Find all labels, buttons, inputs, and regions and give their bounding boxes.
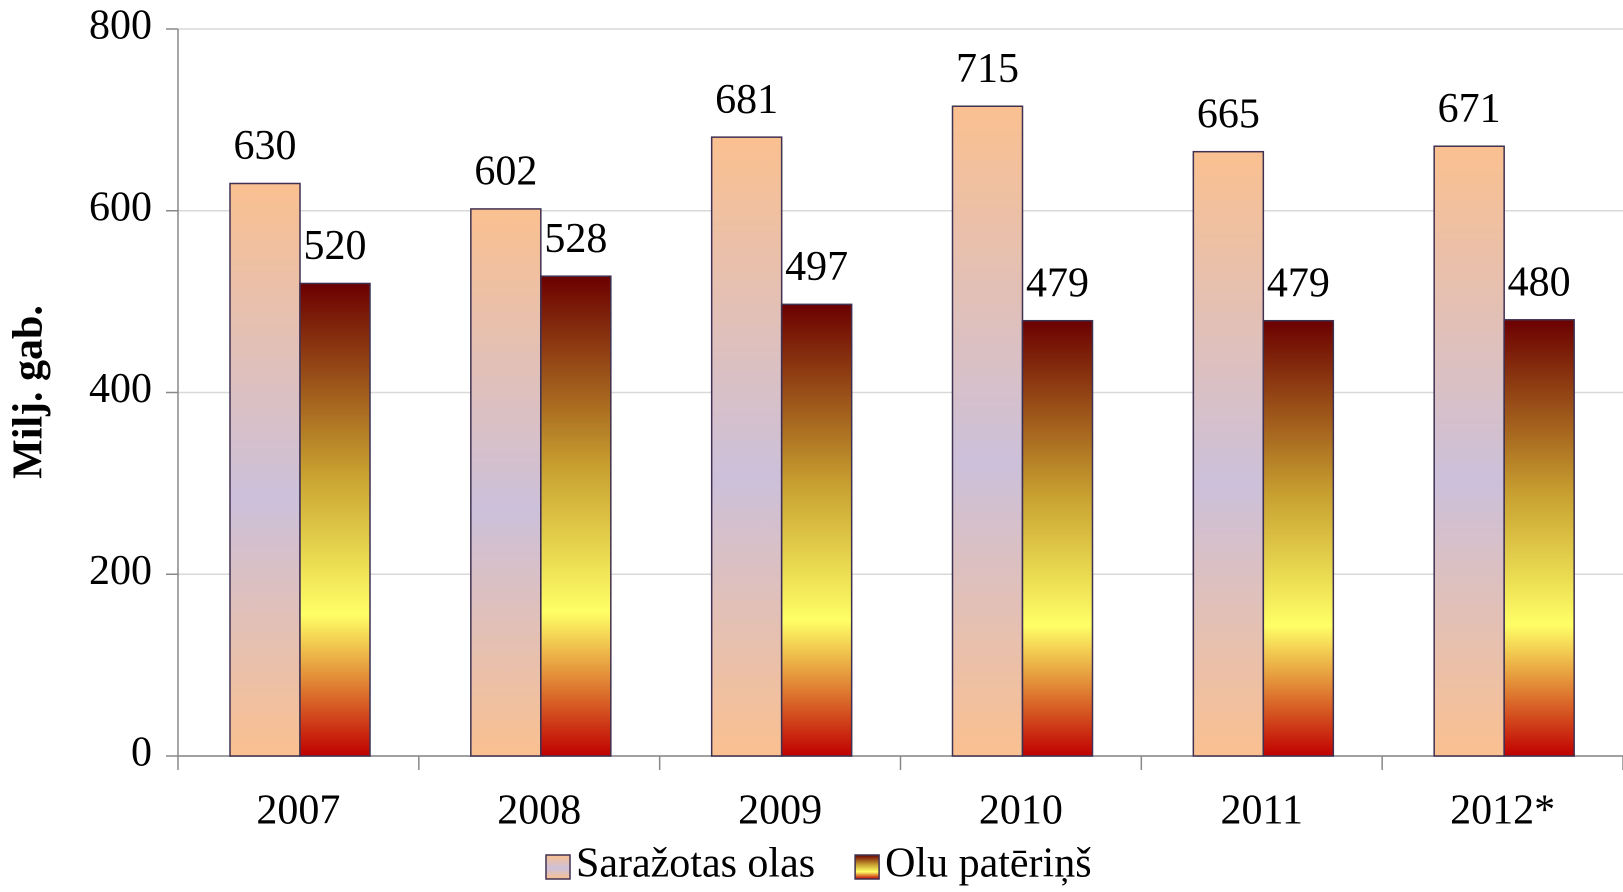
bar — [470, 208, 542, 757]
x-tick-label: 2012* — [1450, 788, 1555, 834]
data-label: 715 — [956, 46, 1019, 92]
bar — [1503, 319, 1575, 757]
y-axis-label: Milj. gab. — [6, 305, 52, 479]
data-label: 528 — [544, 216, 607, 262]
y-tick-label: 400 — [89, 366, 152, 412]
bar — [540, 275, 612, 757]
x-tick-label: 2007 — [256, 788, 340, 834]
y-tick-label: 600 — [89, 184, 152, 230]
data-label: 681 — [715, 77, 778, 123]
x-tick-label: 2008 — [497, 788, 581, 834]
data-label: 479 — [1267, 260, 1330, 306]
legend-label: Olu patēriņš — [885, 841, 1091, 887]
bar — [1021, 319, 1094, 757]
data-label: 671 — [1438, 86, 1501, 132]
data-label: 497 — [785, 244, 848, 290]
legend: Saražotas olas Olu patēriņš — [545, 841, 1092, 887]
bar — [780, 303, 853, 757]
legend-swatch — [545, 854, 571, 880]
data-label: 602 — [474, 149, 537, 195]
data-label: 479 — [1026, 260, 1089, 306]
bar — [299, 282, 371, 757]
y-tick-label: 0 — [131, 730, 152, 776]
bar — [951, 105, 1024, 757]
bar — [1262, 319, 1335, 757]
bar — [1433, 145, 1505, 757]
x-tick-label: 2011 — [1221, 788, 1303, 834]
legend-label: Saražotas olas — [576, 841, 815, 887]
data-label: 480 — [1508, 259, 1571, 305]
bar — [1192, 150, 1265, 757]
legend-swatch — [854, 854, 880, 880]
data-label: 520 — [304, 223, 367, 269]
x-tick-label: 2009 — [738, 788, 822, 834]
data-label: 630 — [234, 123, 297, 169]
x-tick-label: 2010 — [979, 788, 1063, 834]
y-tick-label: 800 — [89, 3, 152, 49]
bar — [229, 182, 301, 757]
y-tick-label: 200 — [89, 548, 152, 594]
bar — [710, 136, 783, 757]
data-label: 665 — [1197, 91, 1260, 137]
